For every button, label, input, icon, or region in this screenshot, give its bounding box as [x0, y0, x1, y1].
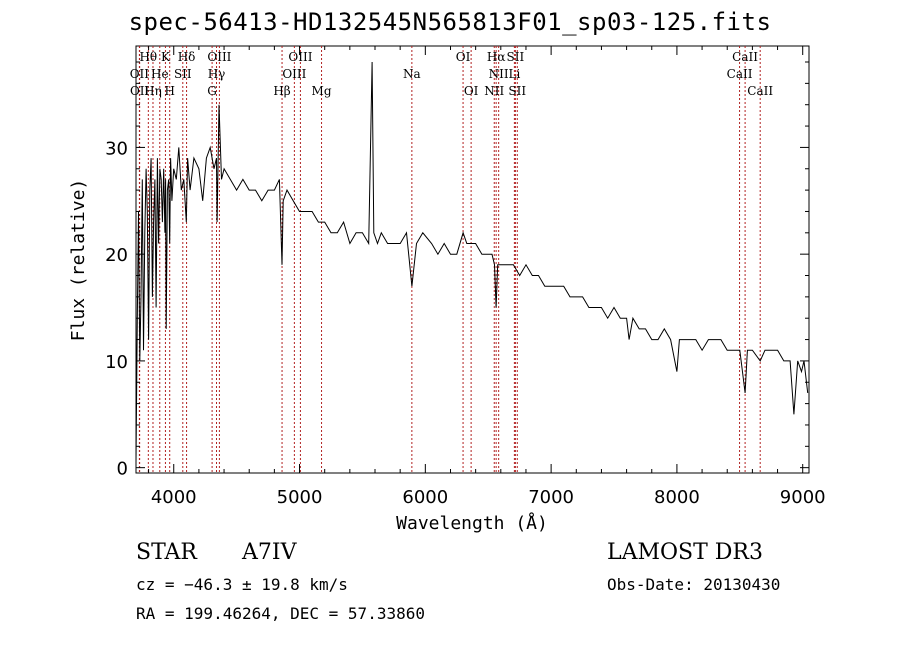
y-tick-label-20: 20 [105, 245, 128, 266]
line-label-5175: Mg [312, 84, 332, 98]
spectral-line-markers [138, 46, 761, 473]
survey-name: LAMOST DR3 [607, 540, 763, 565]
line-label-4102: Hδ [178, 50, 196, 64]
line-label-8662: CaII [747, 84, 773, 98]
line-label-8498: CaII [727, 67, 753, 81]
line-label-6731: SII [508, 84, 526, 98]
line-label-6708: Li [508, 67, 520, 81]
line-label-3798: Hθ [139, 50, 157, 64]
line-label-3729: OII [130, 84, 150, 98]
y-tick-label-10: 10 [105, 352, 128, 373]
x-axis: 4000 5000 6000 7000 8000 9000 [148, 46, 826, 508]
line-label-3968: H [164, 84, 174, 98]
plot-frame [135, 45, 810, 474]
x-tick-label-7000: 7000 [528, 487, 574, 508]
object-type: STAR [136, 540, 197, 565]
line-label-4072: SII [174, 67, 192, 81]
line-label-4340: Hγ [208, 67, 226, 81]
line-label-6583: NII [489, 67, 509, 81]
line-label-6716: SII [507, 50, 525, 64]
x-tick-label-8000: 8000 [654, 487, 700, 508]
y-tick-label-0: 0 [117, 459, 128, 480]
line-label-4959: OIII [282, 67, 306, 81]
line-label-3835: Hη [144, 84, 162, 98]
flux-series-line [135, 61, 809, 463]
y-axis: 0 10 20 30 [105, 61, 809, 480]
line-label-6563: Hα [487, 50, 506, 64]
line-label-4305: G [207, 84, 217, 98]
chart-title: spec-56413-HD132545N565813F01_sp03-125.f… [128, 8, 772, 36]
observation-date: Obs-Date: 20130430 [607, 575, 781, 594]
x-axis-label: Wavelength (Å) [396, 512, 548, 534]
line-label-8542: CaII [732, 50, 758, 64]
x-tick-label-4000: 4000 [151, 487, 197, 508]
line-label-5007: OIII [288, 50, 312, 64]
line-label-6548: NII [484, 84, 504, 98]
line-label-4363: OIII [207, 50, 231, 64]
spectral-class: A7IV [242, 540, 297, 565]
y-axis-label: Flux (relative) [68, 179, 89, 342]
line-label-3889: He [151, 67, 169, 81]
line-label-6300: OI [456, 50, 471, 64]
line-label-6364: OI [464, 84, 479, 98]
y-tick-label-30: 30 [105, 138, 128, 159]
line-label-4861: Hβ [273, 84, 290, 98]
redshift-cz: cz = −46.3 ± 19.8 km/s [136, 575, 348, 594]
line-label-3727: OII [130, 67, 150, 81]
line-label-5893: Na [403, 67, 421, 81]
line-label-3934: K [161, 50, 171, 64]
x-tick-label-5000: 5000 [277, 487, 323, 508]
coordinates: RA = 199.46264, DEC = 57.33860 [136, 604, 425, 623]
x-tick-label-6000: 6000 [402, 487, 448, 508]
x-tick-label-9000: 9000 [780, 487, 826, 508]
